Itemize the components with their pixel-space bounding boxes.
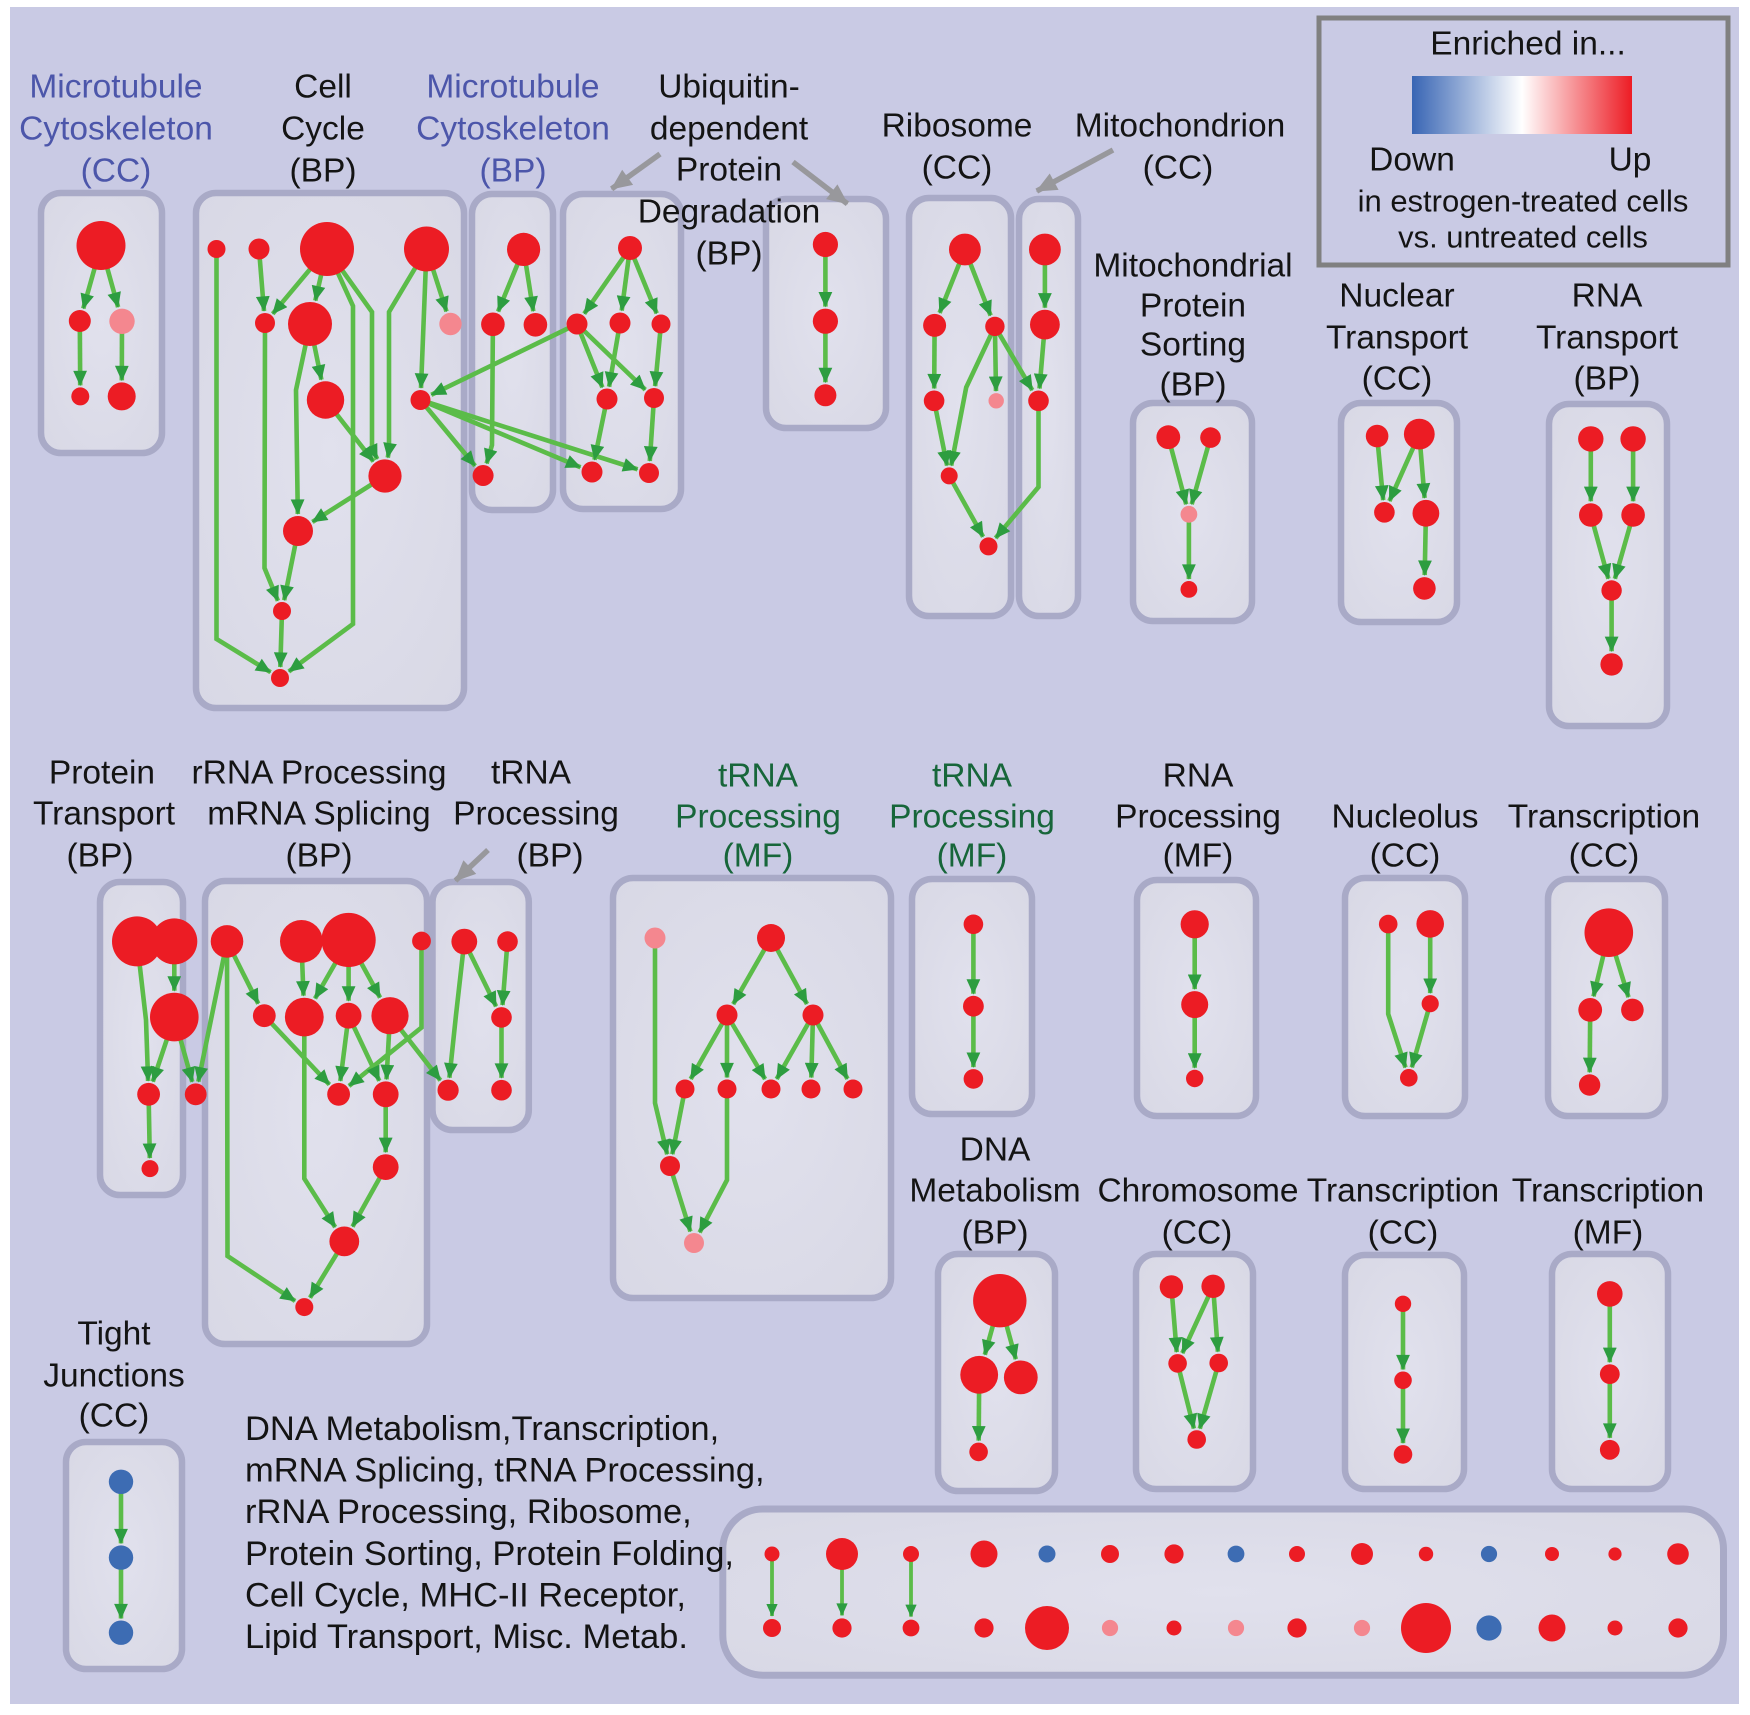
svg-text:Cell Cycle, MHC-II Receptor,: Cell Cycle, MHC-II Receptor, — [245, 1576, 686, 1614]
svg-text:(BP): (BP) — [517, 838, 584, 875]
svg-text:tRNA: tRNA — [491, 755, 572, 792]
svg-text:Protein: Protein — [1140, 288, 1246, 325]
svg-text:vs. untreated cells: vs. untreated cells — [1398, 220, 1648, 255]
svg-text:DNA: DNA — [960, 1132, 1031, 1169]
svg-text:Microtubule: Microtubule — [29, 69, 202, 106]
svg-text:(BP): (BP) — [962, 1215, 1029, 1252]
svg-text:Transcription: Transcription — [1512, 1173, 1704, 1210]
svg-text:tRNA: tRNA — [932, 758, 1013, 795]
svg-text:Processing: Processing — [453, 796, 619, 833]
svg-text:DNA Metabolism,Transcription,: DNA Metabolism,Transcription, — [245, 1410, 719, 1448]
svg-text:(BP): (BP) — [67, 838, 134, 875]
svg-text:Protein: Protein — [49, 755, 155, 792]
svg-text:mRNA Splicing, tRNA Processing: mRNA Splicing, tRNA Processing, — [245, 1452, 765, 1490]
svg-text:mRNA Splicing: mRNA Splicing — [207, 796, 430, 833]
svg-text:RNA: RNA — [1163, 758, 1234, 795]
svg-text:(CC): (CC) — [1368, 1215, 1439, 1252]
svg-text:(BP): (BP) — [1574, 361, 1641, 398]
svg-text:(BP): (BP) — [480, 153, 547, 190]
svg-text:(MF): (MF) — [1573, 1215, 1644, 1252]
svg-text:Transcription: Transcription — [1508, 799, 1700, 836]
svg-text:Nucleolus: Nucleolus — [1331, 799, 1478, 836]
svg-text:Cell: Cell — [294, 69, 352, 106]
svg-text:dependent: dependent — [650, 111, 809, 148]
svg-text:Processing: Processing — [675, 799, 841, 836]
svg-text:RNA: RNA — [1572, 278, 1643, 315]
svg-text:Nuclear: Nuclear — [1339, 278, 1454, 315]
svg-text:Cytoskeleton: Cytoskeleton — [416, 111, 610, 148]
svg-text:Processing: Processing — [1115, 799, 1281, 836]
svg-text:Processing: Processing — [889, 799, 1055, 836]
svg-text:Microtubule: Microtubule — [426, 69, 599, 106]
svg-text:Protein Sorting, Protein Foldi: Protein Sorting, Protein Folding, — [245, 1535, 734, 1573]
svg-text:(CC): (CC) — [1370, 838, 1441, 875]
svg-text:Degradation: Degradation — [638, 194, 821, 231]
svg-text:Ubiquitin-: Ubiquitin- — [658, 69, 800, 106]
svg-text:Chromosome: Chromosome — [1097, 1173, 1298, 1210]
svg-text:Mitochondrion: Mitochondrion — [1075, 108, 1285, 145]
svg-text:Tight: Tight — [77, 1316, 151, 1353]
svg-text:Transcription: Transcription — [1307, 1173, 1499, 1210]
svg-text:Cytoskeleton: Cytoskeleton — [19, 111, 213, 148]
svg-text:Cycle: Cycle — [281, 111, 365, 148]
svg-text:(MF): (MF) — [1163, 838, 1234, 875]
svg-text:in estrogen-treated cells: in estrogen-treated cells — [1358, 184, 1689, 219]
svg-text:Ribosome: Ribosome — [882, 108, 1033, 145]
svg-text:(CC): (CC) — [1362, 361, 1433, 398]
svg-text:(CC): (CC) — [81, 153, 152, 190]
svg-text:(CC): (CC) — [922, 150, 993, 187]
svg-text:rRNA Processing, Ribosome,: rRNA Processing, Ribosome, — [245, 1493, 692, 1531]
svg-text:rRNA Processing: rRNA Processing — [191, 755, 446, 792]
svg-text:Sorting: Sorting — [1140, 327, 1246, 364]
svg-text:Transport: Transport — [1536, 320, 1679, 357]
svg-text:Transport: Transport — [33, 796, 176, 833]
svg-text:Protein: Protein — [676, 152, 782, 189]
svg-text:(BP): (BP) — [696, 236, 763, 273]
svg-text:tRNA: tRNA — [718, 758, 799, 795]
svg-text:Metabolism: Metabolism — [909, 1173, 1080, 1210]
svg-text:(MF): (MF) — [723, 838, 794, 875]
svg-text:Down: Down — [1369, 142, 1455, 179]
svg-text:Junctions: Junctions — [43, 1358, 185, 1395]
svg-text:(CC): (CC) — [1143, 150, 1214, 187]
svg-text:Enriched in...: Enriched in... — [1430, 26, 1626, 63]
svg-text:(CC): (CC) — [1162, 1215, 1233, 1252]
svg-text:Up: Up — [1609, 142, 1652, 179]
svg-text:(MF): (MF) — [937, 838, 1008, 875]
svg-text:(BP): (BP) — [1160, 367, 1227, 404]
svg-text:(BP): (BP) — [286, 838, 353, 875]
svg-text:Transport: Transport — [1326, 320, 1469, 357]
svg-text:(BP): (BP) — [290, 153, 357, 190]
svg-text:Mitochondrial: Mitochondrial — [1093, 248, 1292, 285]
svg-text:Lipid Transport, Misc. Metab.: Lipid Transport, Misc. Metab. — [245, 1618, 688, 1656]
svg-text:(CC): (CC) — [79, 1398, 150, 1435]
svg-text:(CC): (CC) — [1569, 838, 1640, 875]
